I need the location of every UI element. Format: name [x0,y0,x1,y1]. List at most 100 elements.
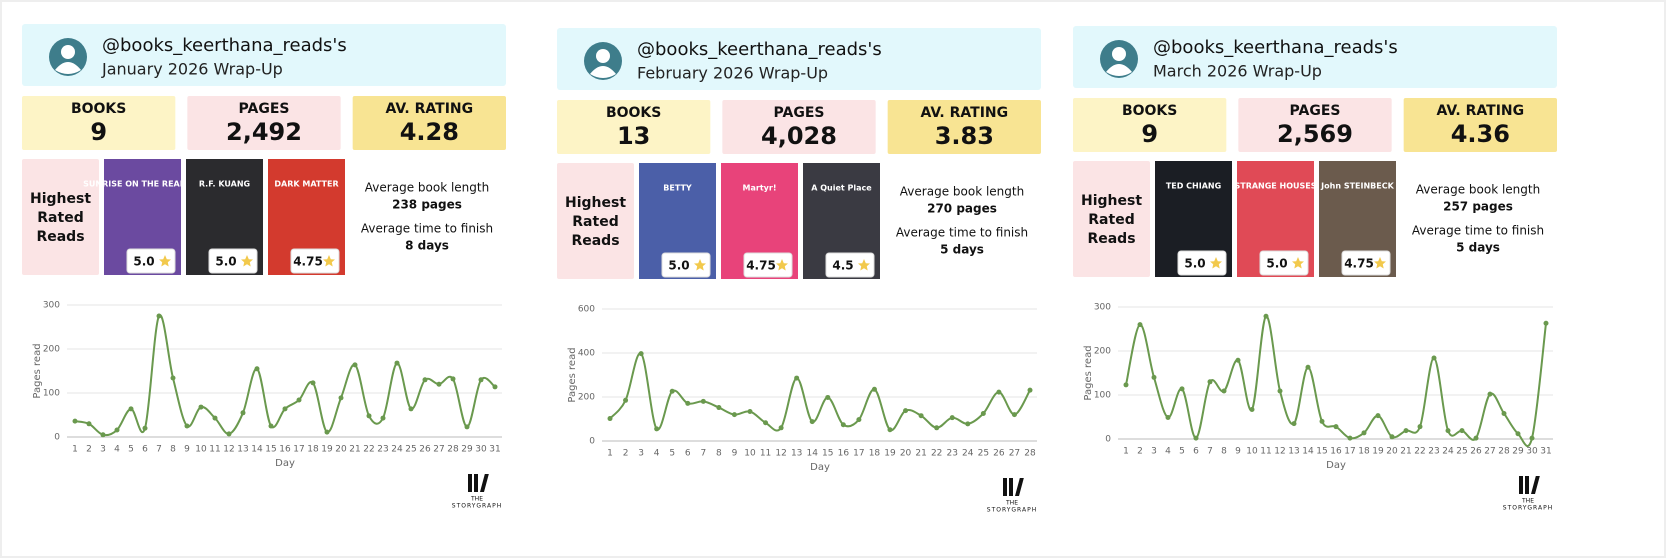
x-tick-label: 5 [669,449,675,459]
highest-label: Reads [1087,231,1135,247]
rating: 5.0 [1266,257,1287,271]
stat-label: PAGES [239,101,290,117]
point [296,397,302,403]
x-tick-label: 23 [377,445,388,455]
stat-box [887,100,1041,154]
x-tick-label: 8 [1221,447,1227,457]
highest-label: Highest [1081,193,1142,209]
x-tick-label: 28 [1498,447,1510,457]
x-tick-label: 19 [884,449,896,459]
logo-text: STORYGRAPH [987,507,1037,514]
point [654,426,660,432]
point [240,410,246,416]
x-tick-label: 17 [853,449,864,459]
header [1073,26,1557,88]
point [1207,379,1213,385]
x-tick-label: 15 [822,449,833,459]
stat-label: PAGES [774,105,825,121]
star-icon [159,255,171,267]
highest-label: Reads [36,229,84,245]
avg-length-label: Average book length [900,185,1024,199]
rating: 4.75 [1344,257,1374,271]
point [170,375,176,381]
logo-text: THE [470,496,483,503]
x-tick-label: 14 [1302,447,1314,457]
cover-text: DARK MATTER [274,180,338,189]
point [1501,410,1507,416]
x-tick-label: 19 [1372,447,1384,457]
stat-value: 4,028 [761,122,837,150]
x-tick-label: 22 [363,445,374,455]
x-tick-label: 21 [915,449,926,459]
stat-label: BOOKS [71,101,126,117]
point [310,380,316,386]
point [871,386,877,392]
point [380,415,386,421]
y-tick-label: 400 [578,349,595,359]
point [114,427,120,433]
x-tick-label: 21 [1400,447,1411,457]
star-icon [1292,257,1304,269]
stat-value: 13 [617,122,650,150]
point [1473,435,1479,441]
point [422,377,428,383]
point [903,408,909,414]
rating-badge [208,248,258,274]
point [254,366,260,372]
point [268,423,274,429]
y-axis-label: Pages read [567,347,578,402]
x-tick-label: 12 [223,445,234,455]
x-tick-label: 3 [100,445,106,455]
point [716,405,722,411]
point [198,404,204,410]
highest-label: Rated [572,214,618,230]
x-tick-label: 13 [237,445,248,455]
point [184,423,190,429]
x-tick-label: 14 [251,445,263,455]
stat-box [22,96,176,150]
highest-label: Rated [1088,212,1134,228]
x-tick-label: 6 [685,449,691,459]
point [478,377,484,383]
point [128,406,134,412]
stat-box [722,100,876,154]
x-tick-label: 25 [1456,447,1467,457]
x-axis-label: Day [275,458,295,469]
point [1319,418,1325,424]
avatar-head [1112,47,1126,61]
avg-length: 257 pages [1443,200,1513,214]
point [1123,382,1129,388]
y-axis-label: Pages read [32,343,43,398]
x-tick-label: 3 [1151,447,1157,457]
x-tick-label: 27 [433,445,444,455]
logo-bar [1525,476,1529,494]
logo-bar [468,474,472,492]
point [436,381,442,387]
x-tick-label: 4 [114,445,120,455]
x-tick-label: 30 [1526,447,1538,457]
x-tick-label: 10 [744,449,756,459]
x-tick-label: 2 [623,449,629,459]
star-icon [858,259,870,271]
x-tick-label: 9 [1235,447,1241,457]
x-tick-label: 3 [638,449,644,459]
wrap-up-panel: @books_keerthana_reads's February 2026 Wr… [557,28,1041,514]
point [1333,424,1339,430]
point [1459,428,1465,434]
x-tick-label: 16 [1330,447,1342,457]
line [609,352,1031,432]
stat-box [1073,98,1227,152]
point [86,421,92,427]
point [1543,320,1549,326]
x-tick-label: 26 [993,449,1005,459]
stat-value: 9 [1141,120,1158,148]
rating-badge [1259,250,1309,276]
point [1487,391,1493,397]
x-tick-label: 13 [791,449,802,459]
stat-label: AV. RATING [386,101,474,117]
point [282,406,288,412]
y-tick-label: 300 [43,301,60,311]
x-tick-label: 8 [170,445,176,455]
cover-text: R.F. KUANG [199,180,250,189]
point [918,413,924,419]
